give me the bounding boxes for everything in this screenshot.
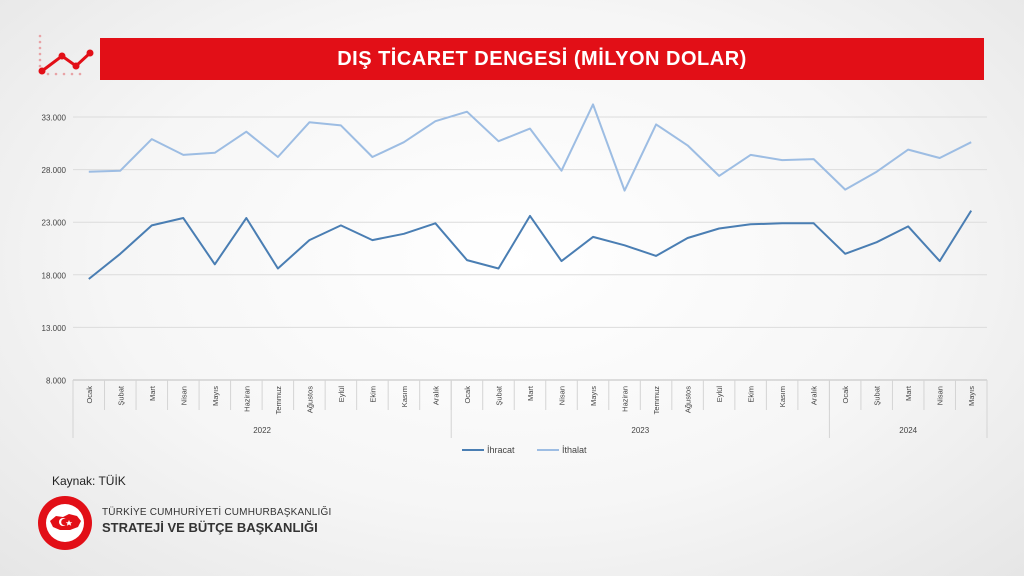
y-tick-label: 8.000 xyxy=(46,377,67,386)
x-tick-label: Şubat xyxy=(116,385,125,406)
emblem-icon xyxy=(38,496,92,550)
x-axis-ticks: Ocak Şubat Mart Nisan Mayıs Haziran Temmuz Ağus… xyxy=(85,385,976,414)
x-tick-label: Mayıs xyxy=(211,386,220,406)
year-label: 2023 xyxy=(631,426,649,435)
y-tick-label: 13.000 xyxy=(42,324,67,333)
y-tick-label: 23.000 xyxy=(42,219,67,228)
x-tick-label: Nisan xyxy=(558,386,567,405)
x-tick-label: Temmuz xyxy=(274,386,283,415)
x-tick-label: Mart xyxy=(904,385,913,401)
x-tick-label: Mart xyxy=(526,385,535,401)
x-tick-label: Şubat xyxy=(873,385,882,406)
y-tick-label: 18.000 xyxy=(42,271,67,280)
x-tick-label: Mayıs xyxy=(967,386,976,406)
x-tick-label: Nisan xyxy=(936,386,945,405)
organization-line-1: TÜRKİYE CUMHURİYETİ CUMHURBAŞKANLIĞI xyxy=(102,507,332,518)
x-tick-label: Ağustos xyxy=(684,386,693,413)
y-tick-label: 33.000 xyxy=(42,114,67,123)
y-axis-ticks: 8.000 13.000 18.000 23.000 28.000 33.000 xyxy=(42,114,67,386)
series-line-ithalat xyxy=(88,103,972,192)
legend-label: İhracat xyxy=(487,445,515,455)
organization-block: TÜRKİYE CUMHURİYETİ CUMHURBAŞKANLIĞI STR… xyxy=(36,494,336,550)
x-tick-label: Eylül xyxy=(715,386,724,403)
x-tick-label: Ekim xyxy=(368,386,377,403)
x-tick-label: Aralık xyxy=(810,386,819,405)
x-tick-label: Ocak xyxy=(85,386,94,404)
y-tick-label: 28.000 xyxy=(42,166,67,175)
series-line-ihracat xyxy=(88,210,973,280)
grid-lines xyxy=(73,116,987,328)
x-tick-label: Ocak xyxy=(841,386,850,404)
title-bar: DIŞ TİCARET DENGESİ (MİLYON DOLAR) xyxy=(100,38,984,80)
series-lines xyxy=(88,103,973,280)
x-tick-label: Nisan xyxy=(179,386,188,405)
x-tick-label: Temmuz xyxy=(652,386,661,415)
x-tick-label: Eylül xyxy=(337,386,346,403)
x-tick-label: Ağustos xyxy=(305,386,314,413)
legend: İhracat İthalat xyxy=(462,445,587,455)
x-tick-label: Mayıs xyxy=(589,386,598,406)
x-tick-label: Kasım xyxy=(400,386,409,407)
x-tick-label: Mart xyxy=(148,385,157,401)
x-tick-label: Kasım xyxy=(778,386,787,407)
organization-line-2: STRATEJİ VE BÜTÇE BAŞKANLIĞI xyxy=(102,520,318,535)
x-tick-label: Aralık xyxy=(431,386,440,405)
x-tick-label: Haziran xyxy=(621,386,630,412)
year-label: 2024 xyxy=(899,426,917,435)
source-note: Kaynak: TÜİK xyxy=(52,474,126,488)
legend-label: İthalat xyxy=(562,445,587,455)
year-labels: 2022 2023 2024 xyxy=(253,426,917,435)
year-label: 2022 xyxy=(253,426,271,435)
chart-title: DIŞ TİCARET DENGESİ (MİLYON DOLAR) xyxy=(337,47,747,70)
x-tick-label: Ocak xyxy=(463,386,472,404)
trend-chart-icon xyxy=(38,34,94,76)
x-tick-label: Şubat xyxy=(494,385,503,406)
x-tick-label: Ekim xyxy=(747,386,756,403)
x-tick-label: Haziran xyxy=(242,386,251,412)
x-axis xyxy=(72,379,988,438)
